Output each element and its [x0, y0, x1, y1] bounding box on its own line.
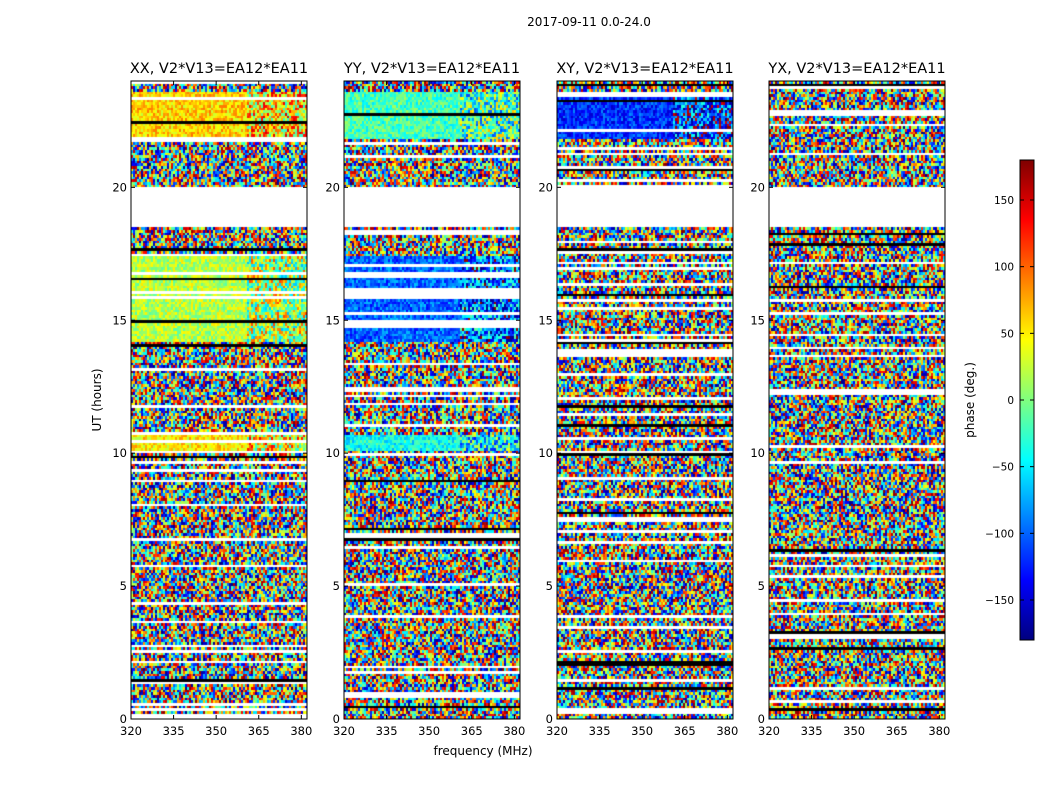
phase-heatmap-yy	[344, 81, 520, 719]
phase-heatmap-xx	[131, 81, 307, 719]
colorbar-tick-label: 100	[994, 262, 1014, 274]
panel-yy: YY, V2*V13=EA12*EA11 320 335 350 365 380 0 5 10 1…	[325, 61, 525, 738]
y-tick-label: 0	[333, 712, 340, 726]
x-tick-label: 380	[928, 724, 950, 738]
y-tick-label: 0	[758, 712, 765, 726]
y-tick-label: 15	[750, 313, 765, 327]
x-tick-label: 320	[120, 724, 142, 738]
y-tick-label: 20	[750, 180, 765, 194]
y-tick-label: 15	[112, 313, 127, 327]
colorbar-tick-label: −50	[992, 462, 1014, 474]
y-tick-label: 20	[325, 180, 340, 194]
panel-xx: XX, V2*V13=EA12*EA11 320 335 350 365 380 0 5 10 1…	[112, 61, 312, 738]
x-tick-label: 380	[716, 724, 738, 738]
y-axis-label: UT (hours)	[90, 368, 104, 431]
x-tick-label: 320	[333, 724, 355, 738]
colorbar-tick-label: 50	[1001, 328, 1014, 340]
figure-title: 2017-09-11 0.0-24.0	[527, 15, 651, 29]
y-tick-label: 0	[546, 712, 553, 726]
x-tick-label: 380	[290, 724, 312, 738]
panel-yx: YX, V2*V13=EA12*EA11 320 335 350 365 380 0 5 10 1…	[750, 61, 950, 738]
x-tick-label: 335	[376, 724, 398, 738]
x-tick-label: 335	[589, 724, 611, 738]
panel-title: YY, V2*V13=EA12*EA11	[343, 61, 520, 77]
x-tick-label: 365	[248, 724, 270, 738]
x-tick-label: 365	[886, 724, 908, 738]
y-tick-label: 5	[546, 579, 553, 593]
x-tick-label: 335	[801, 724, 823, 738]
y-tick-label: 10	[325, 446, 340, 460]
y-tick-label: 10	[112, 446, 127, 460]
y-tick-label: 15	[325, 313, 340, 327]
x-tick-label: 380	[503, 724, 525, 738]
y-tick-label: 5	[758, 579, 765, 593]
x-tick-label: 320	[758, 724, 780, 738]
x-tick-label: 365	[461, 724, 483, 738]
panel-xy: XY, V2*V13=EA12*EA11 320 335 350 365 380 0 5 10 1…	[538, 61, 738, 738]
colorbar-tick-label: −150	[985, 595, 1014, 607]
y-tick-label: 20	[538, 180, 553, 194]
panel-title: XX, V2*V13=EA12*EA11	[130, 61, 308, 77]
y-tick-label: 5	[333, 579, 340, 593]
colorbar: 150 100 50 0 −50 −100 −150	[985, 159, 1035, 641]
x-tick-label: 335	[163, 724, 185, 738]
colorbar-tick-label: −100	[985, 528, 1014, 540]
x-axis-label: frequency (MHz)	[433, 744, 532, 758]
axes-frame	[768, 80, 946, 720]
colorbar-tick-label: 150	[994, 195, 1014, 207]
colorbar-tick-label: 0	[1007, 395, 1014, 407]
colorbar-label: phase (deg.)	[963, 362, 977, 438]
panel-title: XY, V2*V13=EA12*EA11	[556, 61, 733, 77]
y-tick-label: 15	[538, 313, 553, 327]
axes-frame	[556, 80, 734, 720]
y-tick-label: 5	[120, 579, 127, 593]
x-tick-label: 350	[631, 724, 653, 738]
phase-heatmap-yx	[769, 81, 945, 719]
x-tick-label: 320	[546, 724, 568, 738]
y-tick-label: 10	[538, 446, 553, 460]
y-tick-label: 20	[112, 180, 127, 194]
x-tick-label: 350	[205, 724, 227, 738]
y-tick-label: 0	[120, 712, 127, 726]
panel-title: YX, V2*V13=EA12*EA11	[767, 61, 945, 77]
axes-frame	[130, 80, 308, 720]
x-tick-label: 350	[843, 724, 865, 738]
x-tick-label: 350	[418, 724, 440, 738]
axes-frame	[343, 80, 521, 720]
x-tick-label: 365	[674, 724, 696, 738]
phase-heatmap-xy	[557, 81, 733, 719]
y-tick-label: 10	[750, 446, 765, 460]
